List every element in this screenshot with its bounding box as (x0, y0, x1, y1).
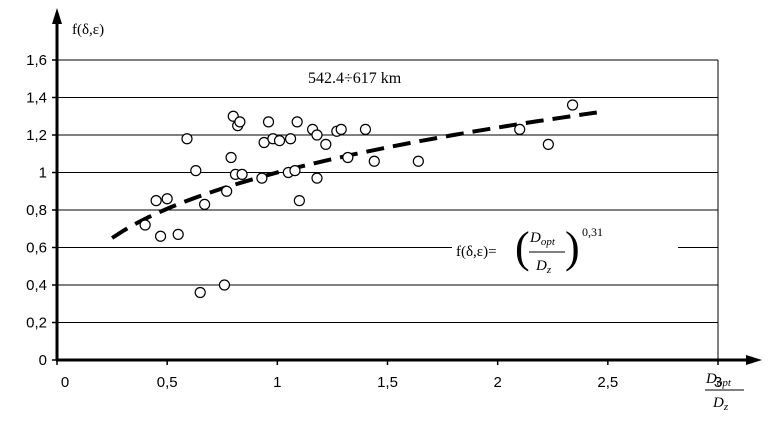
data-point (412, 155, 424, 167)
x-label-denominator: D (712, 395, 724, 411)
svg-text:Dz: Dz (535, 258, 552, 276)
x-tick-label: 0,5 (157, 374, 178, 391)
x-label-denominator-sub: z (723, 401, 729, 413)
data-point (273, 135, 286, 147)
y-tick-label: 0,2 (26, 315, 47, 332)
y-tick-label: 1,4 (26, 90, 47, 107)
formula-denominator: D (535, 258, 547, 274)
formula-denominator-sub: z (546, 264, 552, 276)
data-point (234, 116, 246, 128)
formula-numerator-sub: opt (541, 236, 556, 248)
x-axis-label: Dopt Dz (705, 371, 744, 413)
formula-right-paren: ) (565, 223, 580, 272)
y-tick-label: 0,8 (26, 202, 47, 219)
data-point (291, 116, 303, 128)
data-point (293, 195, 305, 207)
data-point (311, 129, 323, 141)
data-point (262, 116, 275, 128)
data-point (236, 168, 248, 180)
x-label-numerator-sub: opt (717, 377, 732, 389)
data-point (218, 279, 231, 291)
y-tick-label: 0,6 (26, 240, 47, 257)
y-tick-label: 0 (39, 352, 47, 369)
formula-prefix: f(δ,ε)= (456, 244, 497, 260)
data-point (311, 172, 323, 184)
data-point (139, 219, 151, 231)
data-point (320, 138, 332, 150)
svg-text:Dopt: Dopt (529, 230, 556, 248)
data-point (154, 230, 167, 242)
tick-labels: 0 0,2 0,4 0,6 0,8 1 1,2 1,4 1,6 0 0,5 1 1,5 2 2,5 3 (26, 52, 722, 391)
formula-background (452, 226, 678, 280)
x-tick-label: 3 (714, 374, 722, 391)
data-points (139, 99, 579, 299)
x-tick-label: 1 (273, 374, 281, 391)
x-tick-label: 2,5 (597, 374, 618, 391)
formula-numerator: D (529, 230, 541, 246)
data-point (284, 133, 297, 145)
data-point (368, 155, 380, 167)
data-point (289, 165, 301, 177)
data-point (256, 172, 268, 184)
y-axis-label: f(δ,ε) (72, 22, 104, 38)
y-tick-label: 1 (39, 165, 47, 182)
svg-text:Dopt: Dopt (705, 371, 732, 389)
grid-lines (52, 59, 719, 365)
data-point (514, 123, 526, 135)
data-point (199, 198, 211, 210)
x-tick-label: 2 (493, 374, 501, 391)
x-axis-arrow (746, 355, 762, 365)
y-tick-label: 0,4 (26, 277, 47, 294)
y-tick-label: 1,6 (26, 52, 47, 69)
data-point (161, 193, 173, 205)
data-point (150, 195, 162, 207)
data-point (225, 151, 237, 164)
data-point (566, 99, 579, 111)
formula-exponent: 0,31 (582, 225, 603, 239)
data-point (542, 138, 554, 150)
formula: f(δ,ε)= ( Dopt Dz ) 0,31 (452, 223, 678, 280)
x-tick-label: 1,5 (377, 374, 398, 391)
data-point (342, 151, 354, 164)
data-point (194, 286, 206, 299)
data-point (172, 228, 184, 240)
x-tick-label: 0 (61, 374, 69, 391)
annotation-range: 542.4÷617 km (308, 70, 402, 87)
trendline (111, 110, 598, 240)
data-point (221, 185, 233, 197)
svg-text:Dz: Dz (712, 395, 729, 413)
data-point (335, 123, 347, 135)
data-point (181, 133, 193, 145)
data-point (190, 165, 202, 177)
y-axis-arrow (52, 8, 62, 24)
x-label-numerator: D (705, 371, 717, 387)
formula-left-paren: ( (515, 223, 530, 272)
data-point (359, 123, 372, 135)
y-tick-label: 1,2 (26, 127, 47, 144)
